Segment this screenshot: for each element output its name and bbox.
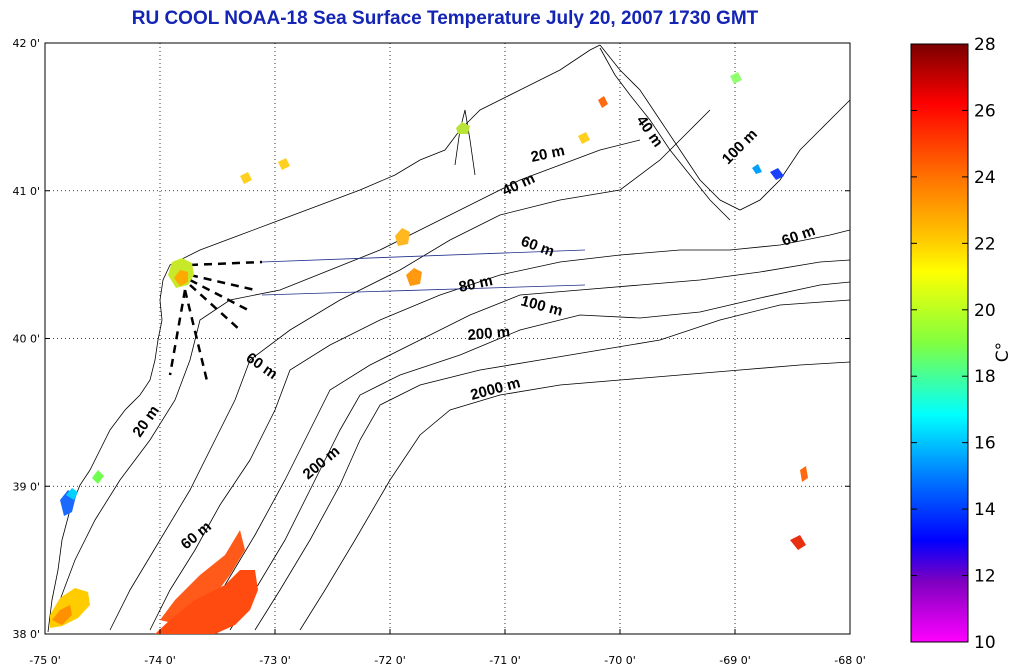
lat-tick-label: 42 0' — [12, 37, 40, 50]
lon-tick-label: -75 0' — [29, 654, 61, 667]
map-grid — [45, 43, 850, 634]
colorbar-tick-label: 12 — [974, 567, 996, 587]
colorbar-tick-label: 24 — [974, 168, 996, 188]
colorbar-tick-label: 28 — [974, 35, 996, 55]
lat-tick-label: 39 0' — [12, 480, 40, 493]
lon-tick-label: -73 0' — [259, 654, 291, 667]
colorbar-tick-label: 22 — [974, 234, 996, 254]
lon-tick-label: -70 0' — [604, 654, 636, 667]
colorbar-tick-label: 18 — [974, 367, 996, 387]
contour-label: 80 m — [457, 272, 494, 296]
contour-label: 20 m — [529, 142, 566, 166]
lon-tick-label: -74 0' — [144, 654, 176, 667]
colorbar-unit-label: C° — [993, 342, 1013, 362]
lat-tick-label: 38 0' — [12, 628, 40, 641]
colorbar-tick-label: 16 — [974, 434, 996, 454]
colorbar-tick-label: 14 — [974, 500, 996, 520]
colorbar — [910, 43, 969, 643]
lon-tick-label: -68 0' — [834, 654, 866, 667]
contour-label: 200 m — [467, 323, 511, 344]
lat-tick-label: 40 0' — [12, 333, 40, 346]
colorbar-tick-label: 26 — [974, 101, 996, 121]
longitude-ticks: -75 0' -74 0' -73 0' -72 0' -71 0' -70 0' -69 … — [29, 629, 866, 667]
colorbar-ticks: 28 26 24 22 20 18 16 14 12 10 — [911, 35, 996, 653]
lon-tick-label: -71 0' — [489, 654, 521, 667]
bathymetry-contours — [47, 44, 851, 633]
lon-tick-label: -72 0' — [374, 654, 406, 667]
map-title: RU COOL NOAA-18 Sea Surface Temperature … — [131, 8, 759, 29]
sampling-lines — [168, 260, 263, 386]
sst-data-patches — [50, 72, 808, 634]
lon-tick-label: -69 0' — [719, 654, 751, 667]
latitude-ticks: 42 0' 41 0' 40 0' 39 0' 38 0' — [12, 37, 850, 641]
colorbar-tick-label: 10 — [974, 633, 996, 653]
lat-tick-label: 41 0' — [12, 185, 40, 198]
colorbar-tick-label: 20 — [974, 301, 996, 321]
